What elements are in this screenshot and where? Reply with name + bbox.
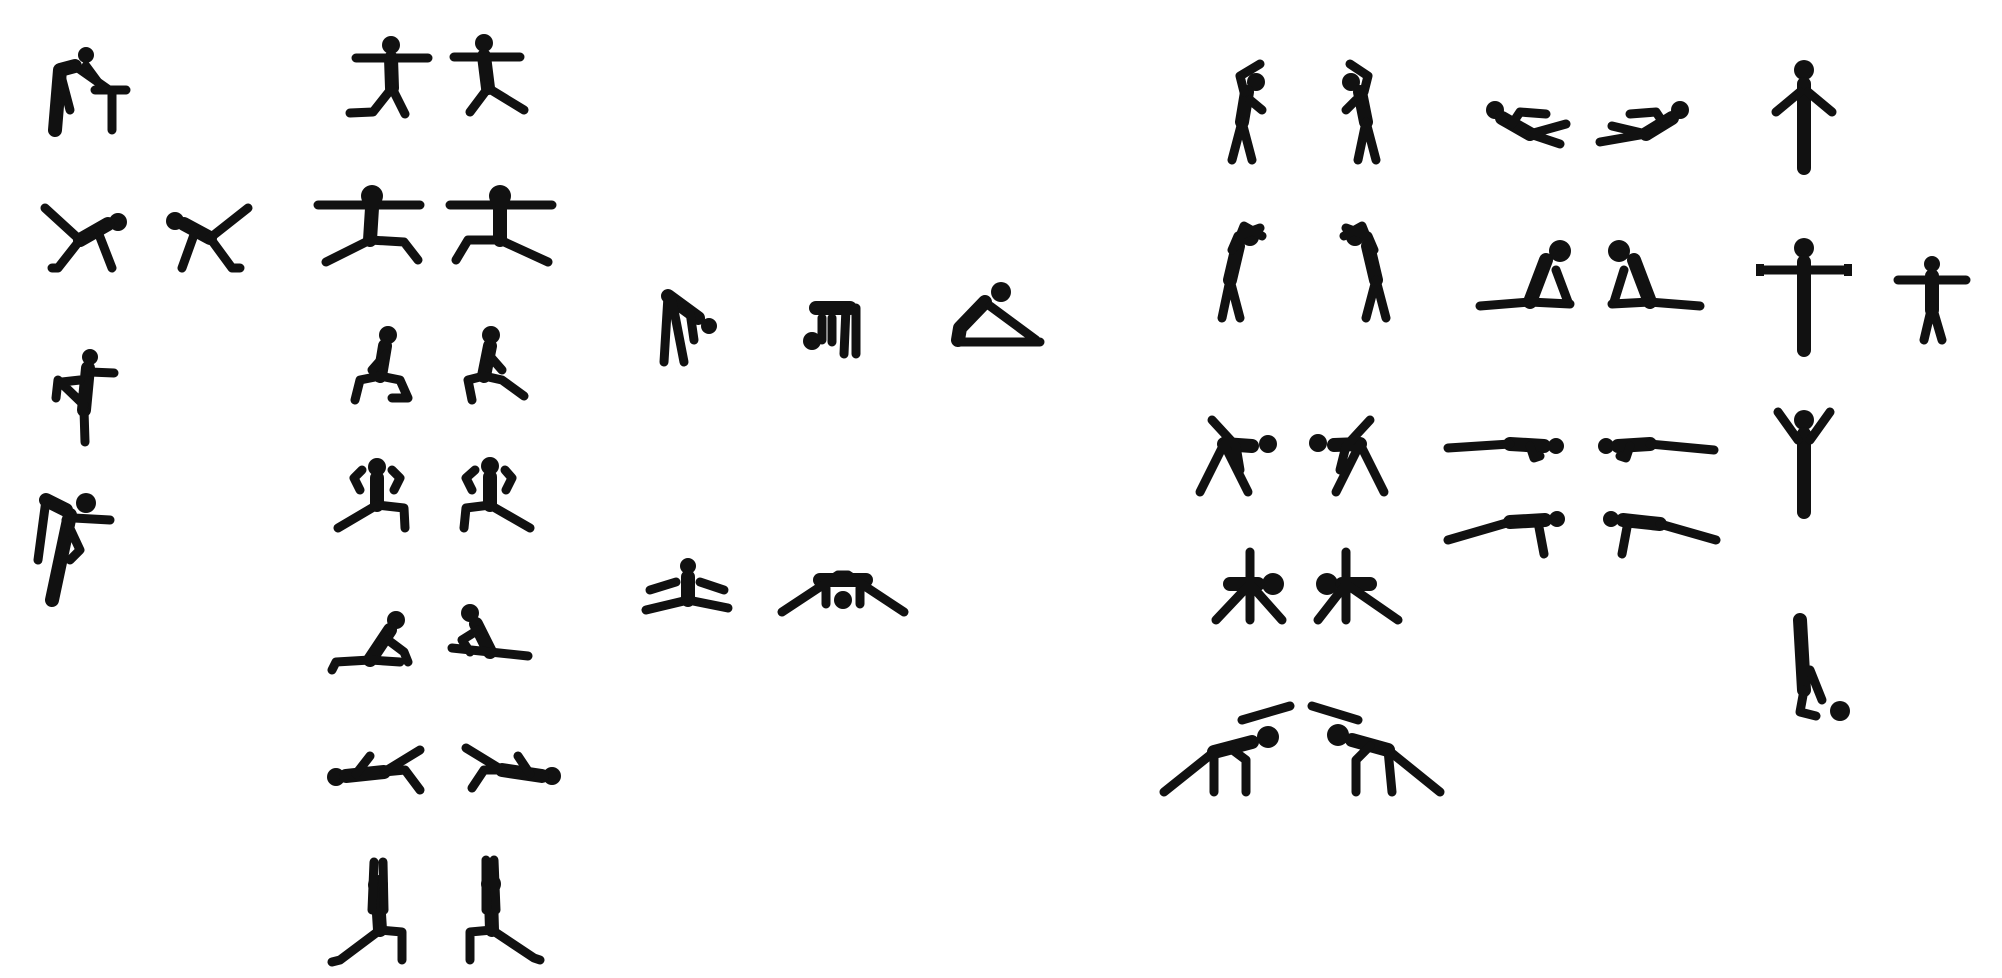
plank-left-icon <box>1443 437 1564 463</box>
side-arch-stretch-right-icon <box>1307 701 1445 797</box>
standing-arms-up-icon <box>1773 407 1835 519</box>
seated-twist-left-icon <box>327 611 413 675</box>
kneeling-lunge-left-icon <box>350 326 413 405</box>
standing-arms-down-icon <box>1771 60 1837 175</box>
push-up-right-icon <box>1603 511 1721 559</box>
lying-leg-stretch-right-icon <box>461 743 561 793</box>
overhead-side-stretch-left-icon <box>1217 221 1267 323</box>
seated-forward-bend-icon <box>951 282 1045 347</box>
warrior-wide-stance-left-icon <box>313 185 425 267</box>
standing-side-bend-left-icon <box>1227 59 1267 165</box>
triangle-pose-left-icon <box>1195 415 1277 497</box>
lunge-arms-out-right-icon <box>449 34 529 117</box>
v-sit-crunch-right-icon <box>1595 101 1689 147</box>
standing-leg-hold-icon <box>33 493 115 607</box>
wide-stance-bend-right-icon <box>1313 547 1403 625</box>
push-up-left-icon <box>1443 511 1565 559</box>
standing-t-pose-icon <box>1756 238 1852 357</box>
low-lunge-arms-up-left-icon <box>327 857 407 967</box>
triangle-pose-right-icon <box>1309 415 1389 497</box>
standing-side-bend-right-icon <box>1341 59 1381 165</box>
side-arch-stretch-left-icon <box>1159 701 1295 797</box>
side-lunge-left-icon <box>333 458 410 533</box>
side-lunge-right-icon <box>459 457 535 533</box>
seated-twist-right-icon <box>447 604 533 661</box>
donkey-kick-right-icon <box>166 203 253 273</box>
cobra-stretch-right-icon <box>1607 240 1705 311</box>
plank-right-icon <box>1598 437 1719 463</box>
lying-leg-stretch-left-icon <box>327 745 425 795</box>
warrior-wide-stance-right-icon <box>445 185 557 267</box>
hamstring-stretch-at-bench-icon <box>48 47 131 137</box>
straddle-forward-fold-icon <box>777 570 909 617</box>
standing-quad-stretch-icon <box>51 349 119 447</box>
wide-stance-bend-left-icon <box>1211 547 1287 625</box>
deep-forward-fold-icon <box>803 301 861 359</box>
seated-straddle-icon <box>641 558 733 615</box>
kneeling-lunge-right-icon <box>463 326 529 405</box>
standing-t-pose-small-icon <box>1893 256 1971 345</box>
standing-forward-bend-icon <box>659 289 717 367</box>
shoulder-stand-icon <box>1793 613 1850 721</box>
overhead-side-stretch-right-icon <box>1339 221 1391 323</box>
donkey-kick-left-icon <box>40 203 127 273</box>
lunge-arms-out-left-icon <box>345 36 433 119</box>
v-sit-crunch-left-icon <box>1486 101 1571 149</box>
low-lunge-arms-up-right-icon <box>465 855 545 965</box>
cobra-stretch-left-icon <box>1475 240 1575 311</box>
